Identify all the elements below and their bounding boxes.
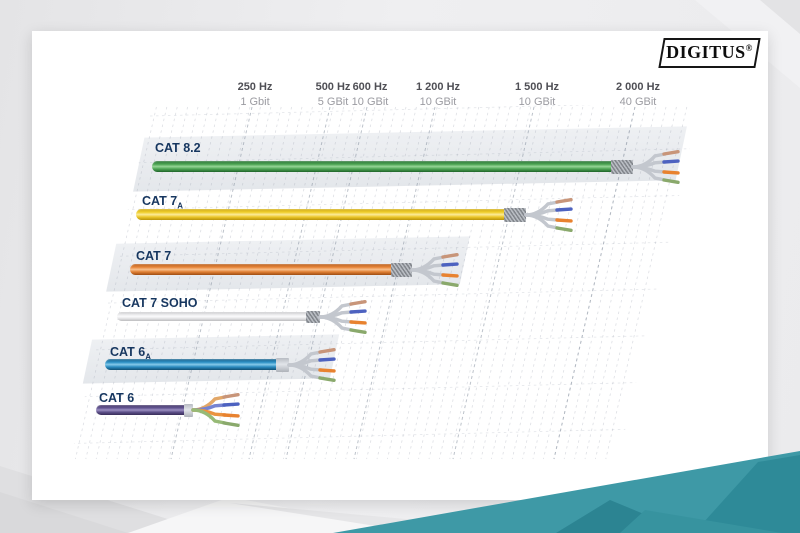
twisted-pairs-icon: [631, 149, 680, 184]
axis-tick: 600 Hz 10 GBit: [352, 81, 389, 108]
tick-frequency: 1 500 Hz: [514, 81, 560, 93]
cable-label-text: CAT 8.2: [155, 141, 201, 155]
cable-jacket: [117, 312, 307, 321]
tick-bandwidth: 1 Gbit: [240, 96, 270, 108]
cable-graphic: [105, 347, 337, 383]
twisted-pairs-icon: [410, 252, 459, 287]
cable-jacket: [96, 405, 185, 415]
twisted-pairs-icon: [287, 347, 336, 382]
cable-label: CAT 7: [136, 249, 171, 266]
cable-graphic: [117, 299, 368, 335]
tick-frequency: 2 000 Hz: [615, 81, 661, 93]
axis-tick: 1 500 Hz 10 GBit: [515, 81, 559, 108]
cable-row: CAT 7: [32, 31, 768, 500]
cable-jacket: [152, 161, 612, 172]
axis-tick: 500 Hz 5 GBit: [316, 81, 351, 108]
cable-braid: [276, 357, 289, 372]
cable-label-subscript: A: [145, 352, 151, 362]
cable-braid: [391, 262, 412, 277]
cable-label-text: CAT 7: [142, 194, 178, 208]
axis-tick: 250 Hz 1 Gbit: [238, 81, 273, 108]
logo-text: DIGITUS®: [666, 42, 753, 62]
tick-frequency: 500 Hz: [315, 81, 351, 93]
tick-bandwidth: 5 GBit: [317, 96, 349, 108]
axis-tick: 1 200 Hz 10 GBit: [416, 81, 460, 108]
cable-braid: [184, 403, 193, 417]
registered-mark: ®: [745, 43, 753, 53]
cable-braid: [504, 207, 526, 222]
twisted-pairs-icon: [191, 393, 240, 427]
tick-bandwidth: 10 GBit: [518, 96, 556, 108]
tick-bandwidth: 10 GBit: [351, 96, 389, 108]
cable-label-text: CAT 6: [110, 345, 146, 359]
tick-frequency: 250 Hz: [237, 81, 273, 93]
cable-label-text: CAT 7 SOHO: [122, 296, 198, 310]
tick-frequency: 1 200 Hz: [415, 81, 461, 93]
cable-jacket: [136, 209, 505, 220]
chart-card: 250 Hz 1 Gbit 500 Hz 5 GBit 600 Hz 10 GB…: [32, 31, 768, 500]
cable-jacket: [105, 359, 277, 370]
cable-braid: [611, 159, 633, 174]
tick-frequency: 600 Hz: [352, 81, 388, 93]
cable-label: CAT 8.2: [155, 141, 201, 158]
cable-graphic: [136, 197, 574, 233]
cable-braid: [306, 310, 320, 323]
cable-label-text: CAT 7: [136, 249, 172, 263]
cable-row: CAT 6: [32, 31, 768, 500]
cable-label-text: CAT 6: [99, 391, 135, 405]
cable-label: CAT 7A: [142, 194, 183, 211]
cable-label: CAT 6: [99, 391, 134, 408]
twisted-pairs-icon: [318, 299, 367, 334]
cable-graphic: [96, 392, 241, 428]
cable-label: CAT 7 SOHO: [122, 296, 197, 313]
cable-rows-layer: CAT 8.2 CAT 7A CAT 7 CAT 7 SOHO CAT 6A: [32, 31, 768, 500]
cable-row: CAT 7 SOHO: [32, 31, 768, 500]
cable-jacket: [130, 264, 392, 275]
tick-bandwidth: 40 GBit: [619, 96, 657, 108]
frequency-axis: 250 Hz 1 Gbit 500 Hz 5 GBit 600 Hz 10 GB…: [32, 31, 768, 500]
digitus-logo: DIGITUS®: [658, 38, 761, 68]
axis-tick: 2 000 Hz 40 GBit: [616, 81, 660, 108]
twisted-pairs-icon: [524, 197, 573, 232]
cable-row: CAT 8.2: [32, 31, 768, 500]
cable-label-subscript: A: [177, 201, 183, 211]
cable-row: CAT 6A: [32, 31, 768, 500]
cable-graphic: [152, 149, 681, 185]
tick-bandwidth: 10 GBit: [419, 96, 457, 108]
cable-row: CAT 7A: [32, 31, 768, 500]
cable-label: CAT 6A: [110, 345, 151, 362]
cable-graphic: [130, 252, 460, 288]
